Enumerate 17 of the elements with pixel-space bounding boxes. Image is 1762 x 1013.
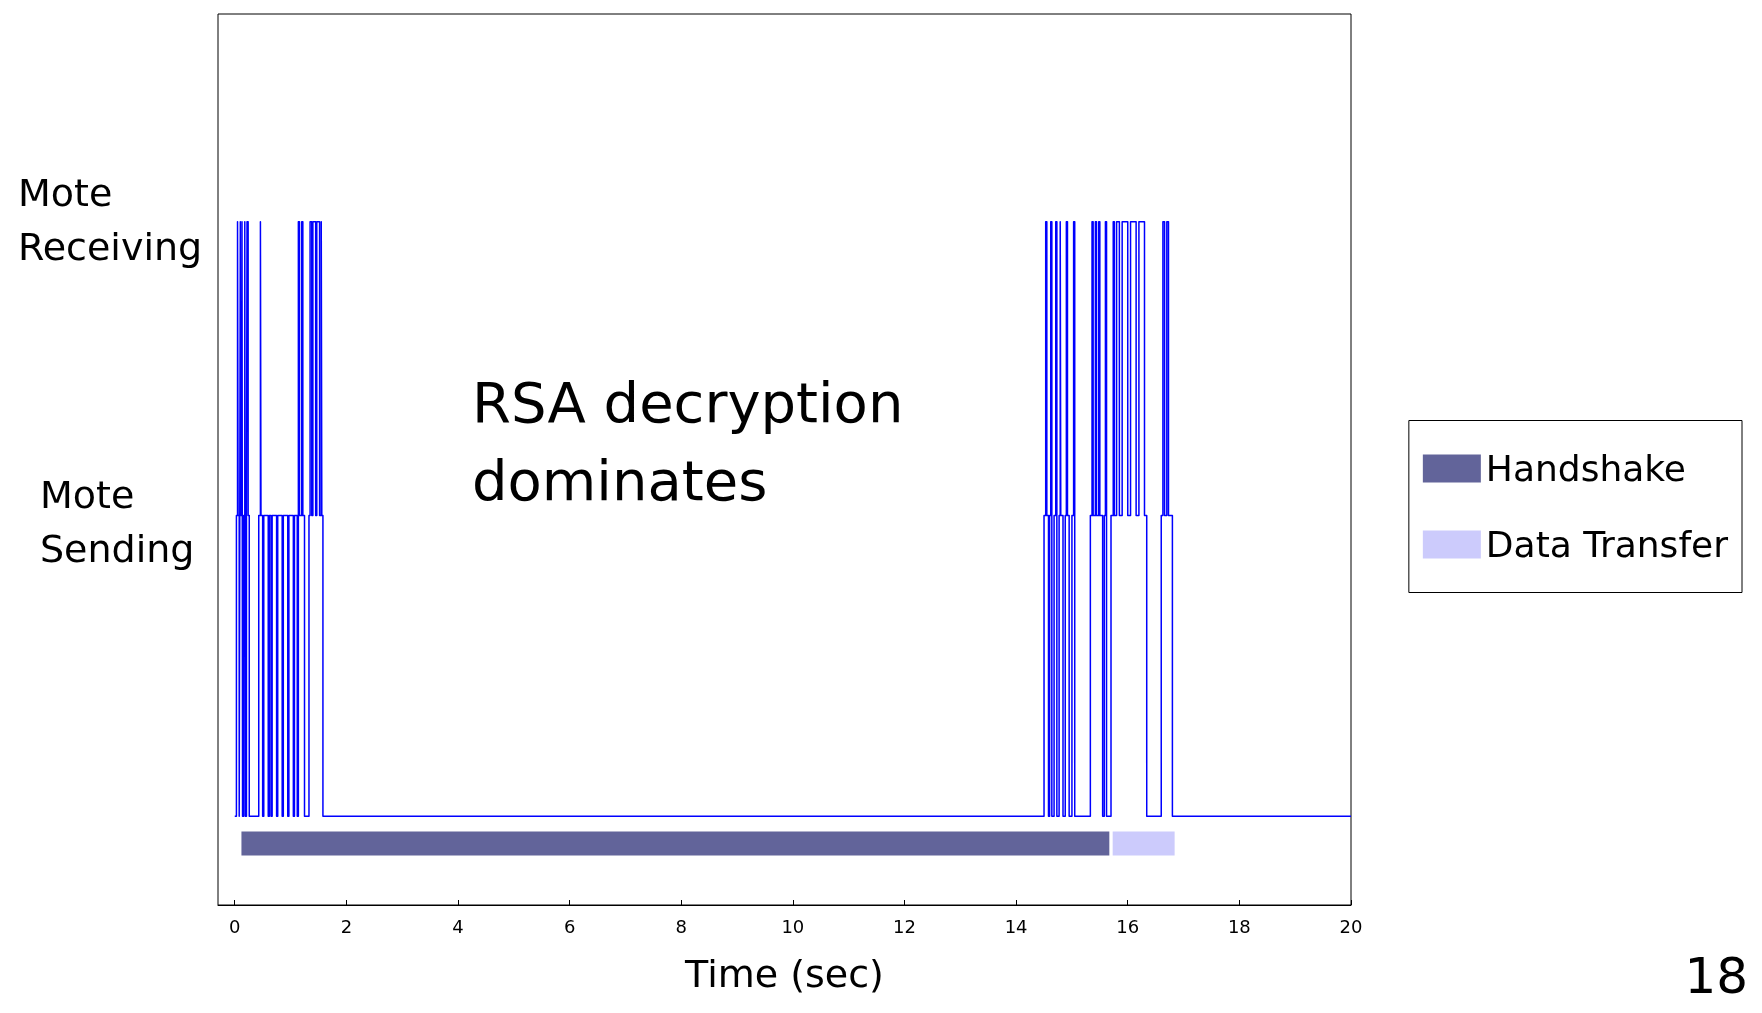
x-axis-title: Time (sec) xyxy=(684,952,884,996)
annotation: RSA decryption dominates xyxy=(472,369,904,513)
x-tick-label: 6 xyxy=(563,915,576,937)
x-tick-label: 4 xyxy=(452,915,464,937)
x-tick-label: 16 xyxy=(1116,915,1140,937)
x-tick-label: 10 xyxy=(781,915,805,937)
x-tick-label: 2 xyxy=(340,915,353,937)
x-tick-label: 20 xyxy=(1339,915,1363,937)
legend-label: Data Transfer xyxy=(1485,524,1729,565)
text: Mote Sending xyxy=(40,473,195,571)
x-tick-label: 14 xyxy=(1004,915,1028,937)
x-tick-label: 18 xyxy=(1227,915,1251,937)
x-tick-label: 8 xyxy=(675,915,687,937)
legend-label: Handshake xyxy=(1485,448,1686,489)
x-tick-label: 12 xyxy=(893,915,916,937)
text: Mote Receiving xyxy=(18,171,203,269)
x-tick-label: 0 xyxy=(229,915,241,937)
